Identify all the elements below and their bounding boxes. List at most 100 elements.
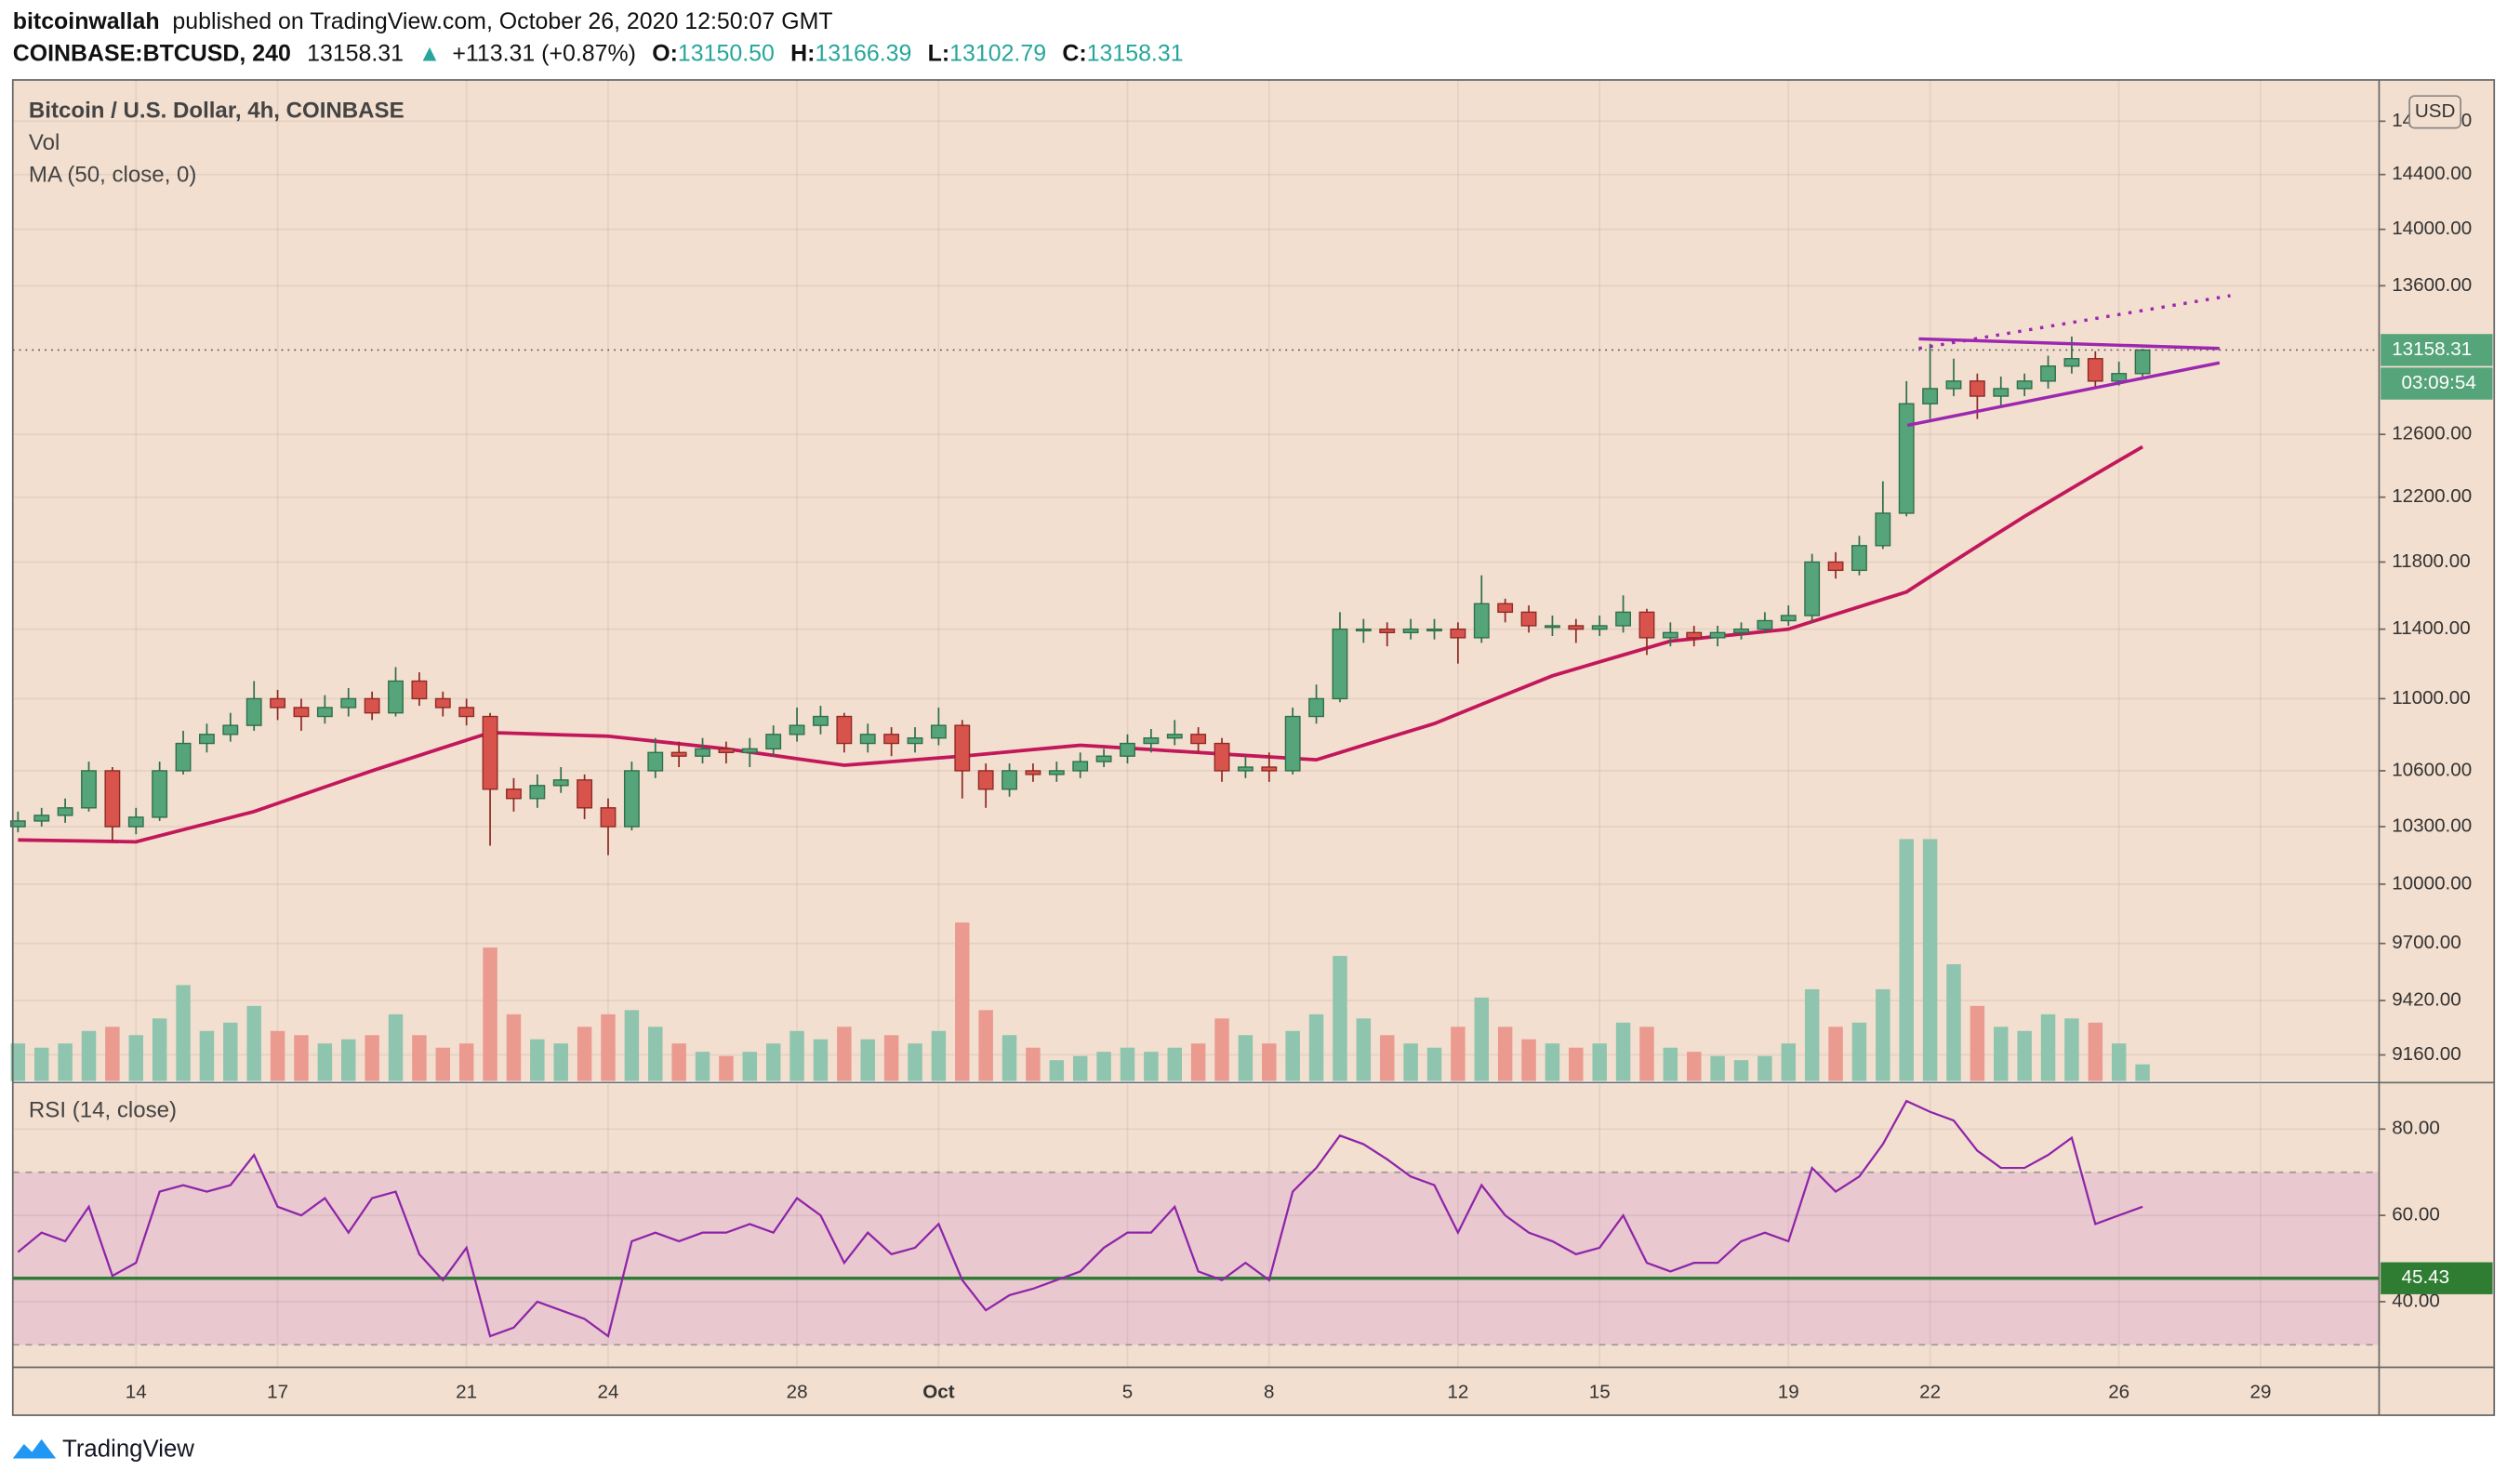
volume-bar	[2111, 1043, 2127, 1081]
volume-bar	[1167, 1047, 1182, 1081]
ohlc-value: 13150.50	[678, 40, 775, 66]
candle-body	[1048, 770, 1065, 775]
last-price-label: 13158.31	[2392, 338, 2472, 360]
volume-legend: Vol	[29, 130, 60, 155]
candle-body	[1686, 631, 1703, 639]
x-tick-label: 15	[1589, 1381, 1611, 1402]
volume-bar	[1922, 839, 1938, 1081]
candle-body	[152, 770, 168, 818]
volume-bar	[530, 1039, 545, 1081]
published: published on TradingView.com, October 26…	[172, 8, 832, 34]
candle-body	[316, 707, 333, 718]
ohlc-label: C:	[1062, 40, 1086, 66]
candle-body	[859, 734, 876, 745]
volume-bar	[1474, 997, 1490, 1081]
candle-body	[977, 770, 994, 790]
candle-body	[1237, 766, 1254, 772]
price-axis-bg	[2379, 79, 2495, 1416]
candle-body	[1898, 403, 1915, 514]
volume-bar	[58, 1043, 73, 1081]
trendline	[1906, 361, 2221, 428]
candle-body	[411, 680, 428, 700]
volume-bar	[1899, 839, 1914, 1081]
volume-bar	[1545, 1043, 1560, 1081]
volume-bar	[506, 1014, 522, 1081]
candle-body	[1638, 611, 1655, 639]
volume-bar	[1804, 988, 1820, 1081]
candle-body	[506, 788, 522, 800]
series-title: Bitcoin / U.S. Dollar, 4h, COINBASE	[29, 99, 405, 124]
volume-bar	[1426, 1047, 1442, 1081]
volume-bar	[931, 1030, 947, 1081]
candle-body	[1402, 628, 1419, 634]
candle-body	[1166, 734, 1183, 739]
ohlc-label: H:	[790, 40, 815, 66]
volume-bar	[1451, 1027, 1466, 1081]
outer-frame	[11, 79, 2496, 1416]
candle-body	[1190, 734, 1207, 745]
volume-bar	[176, 985, 191, 1081]
volume-bar	[1851, 1022, 1867, 1081]
candle-body	[1733, 628, 1749, 634]
volume-bar	[908, 1043, 922, 1081]
volume-bar	[1569, 1047, 1584, 1081]
candle-body	[1545, 625, 1560, 629]
candle-body	[600, 807, 617, 828]
candle-body	[1945, 380, 1962, 390]
y-tick-label: 10000.00	[2392, 872, 2472, 894]
candle-body	[1261, 766, 1278, 772]
candle-body	[1095, 755, 1112, 762]
candle-body	[458, 707, 475, 718]
rsi-band	[12, 1172, 2380, 1345]
volume-bar	[412, 1035, 427, 1081]
ohlc-label: L:	[928, 40, 950, 66]
y-tick-label: 11400.00	[2392, 617, 2470, 639]
change-arrow: ▲	[418, 40, 442, 66]
currency[interactable]: USD	[2415, 100, 2456, 122]
volume-bar	[2017, 1030, 2032, 1081]
rsi-pane	[12, 1084, 2380, 1368]
candle-body	[836, 715, 853, 745]
volume-bar	[1828, 1027, 1843, 1081]
volume-bar	[695, 1052, 710, 1081]
volume-bar	[1758, 1055, 1772, 1081]
candle-body	[718, 748, 735, 753]
y-tick-label: 40.00	[2392, 1290, 2440, 1311]
price-pane	[12, 79, 2380, 1081]
candle-body	[293, 707, 310, 718]
currency-badge[interactable]	[2408, 95, 2461, 129]
candle-body	[388, 680, 404, 714]
candle-body	[1969, 380, 1985, 397]
volume-bar	[341, 1039, 356, 1081]
volume-bar	[1687, 1052, 1702, 1081]
candle-body	[552, 779, 569, 787]
x-tick-label: 24	[598, 1381, 619, 1402]
candle-body	[907, 737, 923, 745]
candle-body	[9, 820, 26, 828]
level-label: 45.43	[2402, 1266, 2450, 1288]
volume-bar	[1120, 1047, 1135, 1081]
candle-body	[1426, 628, 1442, 632]
volume-bar	[860, 1039, 875, 1081]
brand: TradingView	[62, 1437, 194, 1463]
volume-bar	[2088, 1022, 2103, 1081]
candle-body	[81, 770, 97, 809]
header-line: bitcoinwallah published on TradingView.c…	[13, 8, 833, 34]
volume-bar	[1615, 1022, 1631, 1081]
volume-bar	[1238, 1035, 1254, 1081]
volume-bar	[105, 1027, 120, 1081]
y-tick-label: 12600.00	[2392, 423, 2472, 444]
level-badge	[2381, 1262, 2493, 1294]
candle-body	[577, 779, 593, 809]
candle-body	[1875, 512, 1891, 547]
frame	[11, 79, 2496, 1416]
volume-bar	[1001, 1035, 1017, 1081]
volume-bar	[33, 1047, 49, 1081]
volume-bar	[1592, 1043, 1607, 1081]
ohlc-label: O:	[652, 40, 678, 66]
volume-bar	[1308, 1014, 1324, 1081]
volume-bar	[223, 1022, 238, 1081]
candle-body	[33, 815, 50, 822]
candle-body	[1709, 631, 1726, 639]
